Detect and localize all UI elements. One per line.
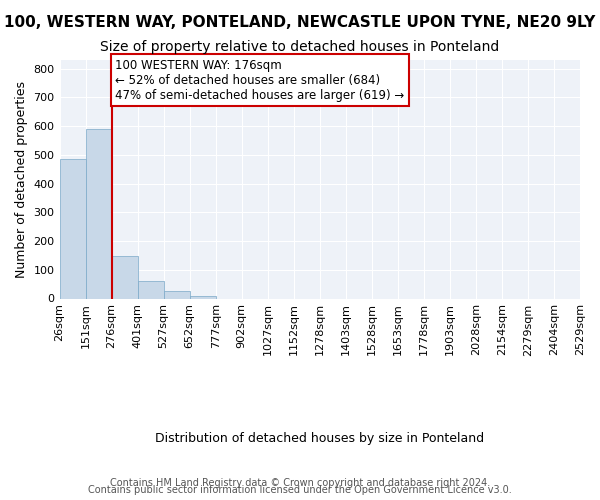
- Text: 100, WESTERN WAY, PONTELAND, NEWCASTLE UPON TYNE, NE20 9LY: 100, WESTERN WAY, PONTELAND, NEWCASTLE U…: [4, 15, 596, 30]
- X-axis label: Distribution of detached houses by size in Ponteland: Distribution of detached houses by size …: [155, 432, 484, 445]
- Text: Size of property relative to detached houses in Ponteland: Size of property relative to detached ho…: [100, 40, 500, 54]
- Bar: [190, 296, 215, 298]
- Bar: [164, 292, 190, 298]
- Text: 100 WESTERN WAY: 176sqm
← 52% of detached houses are smaller (684)
47% of semi-d: 100 WESTERN WAY: 176sqm ← 52% of detache…: [115, 58, 405, 102]
- Text: Contains public sector information licensed under the Open Government Licence v3: Contains public sector information licen…: [88, 485, 512, 495]
- Y-axis label: Number of detached properties: Number of detached properties: [15, 80, 28, 278]
- Bar: [137, 280, 164, 298]
- Bar: [59, 159, 86, 298]
- Bar: [86, 129, 112, 298]
- Text: Contains HM Land Registry data © Crown copyright and database right 2024.: Contains HM Land Registry data © Crown c…: [110, 478, 490, 488]
- Bar: [112, 256, 137, 298]
